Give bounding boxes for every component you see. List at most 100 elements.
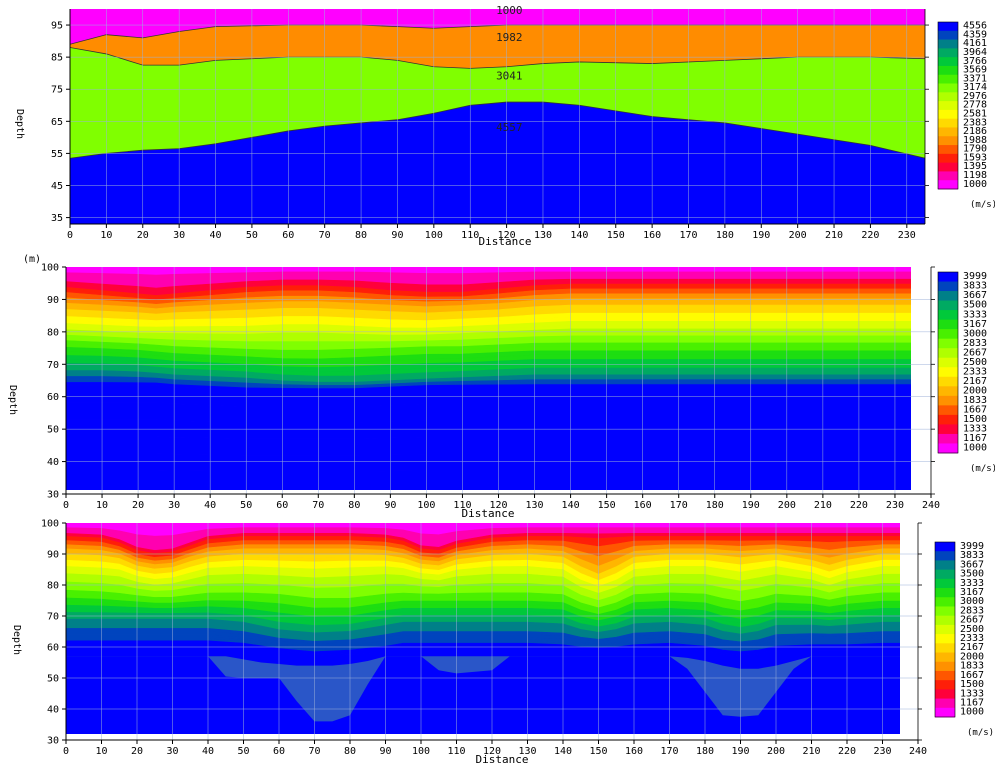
legend-label: 2333	[963, 366, 987, 377]
legend-label: 2833	[960, 605, 984, 616]
x-tick-label: 60	[273, 746, 285, 757]
x-tick-label: 150	[589, 746, 607, 757]
legend-label: 3833	[963, 281, 987, 292]
y-tick-label: 95	[51, 21, 63, 32]
legend-swatch	[938, 433, 958, 444]
legend-label: 2500	[963, 357, 987, 368]
legend-swatch	[938, 118, 958, 128]
panel-2-smooth-model: 0 10 20 30 40 50 60 70 80 90 100 110 120 130 140 150 160…	[7, 254, 995, 520]
legend-swatch	[938, 281, 958, 292]
legend-label: 2667	[963, 347, 987, 358]
legend-swatch	[938, 272, 958, 282]
x-tick-label: 0	[63, 746, 69, 757]
legend-swatch	[938, 357, 958, 368]
panel-3-xlabel: Distance	[476, 753, 529, 766]
legend-swatch	[935, 551, 955, 561]
legend-swatch	[938, 414, 958, 425]
panel-2-ylabel: Depth	[7, 385, 18, 415]
x-tick-label: 200	[767, 746, 785, 757]
x-tick-label: 0	[63, 500, 69, 511]
x-tick-label: 190	[731, 746, 749, 757]
x-tick-label: 150	[598, 500, 616, 511]
legend-swatch	[938, 101, 958, 111]
x-tick-label: 80	[344, 746, 356, 757]
legend-label: 3833	[960, 550, 984, 561]
legend-swatch	[938, 443, 958, 454]
legend-label: 1333	[963, 424, 987, 435]
x-tick-label: 190	[742, 500, 760, 511]
y-tick-label: 65	[51, 117, 63, 128]
legend-label: 1000	[963, 443, 987, 454]
legend-swatch	[938, 310, 958, 321]
x-tick-label: 10	[96, 500, 108, 511]
legend-swatch	[938, 329, 958, 340]
x-tick-label: 170	[670, 500, 688, 511]
y-tick-label: 100	[41, 519, 59, 530]
x-tick-label: 130	[526, 500, 544, 511]
legend-swatch	[935, 588, 955, 598]
layer-band	[70, 102, 925, 224]
legend-swatch	[938, 395, 958, 406]
legend-swatch	[938, 338, 958, 349]
y-tick-label: 70	[47, 612, 59, 623]
legend-units: (m/s)	[970, 200, 995, 210]
legend-units: (m/s)	[967, 728, 994, 738]
legend-swatch	[935, 661, 955, 672]
layer-label: 1000	[496, 4, 523, 17]
y-tick-label: 30	[47, 736, 59, 747]
velocity-band	[66, 402, 911, 423]
legend-swatch	[938, 348, 958, 359]
deep-zone-core	[66, 656, 900, 734]
y-tick-label: 40	[47, 705, 59, 716]
x-tick-label: 120	[489, 500, 507, 511]
legend-label: 3333	[960, 578, 984, 589]
y-tick-label: 50	[47, 674, 59, 685]
panel-2-legend: 3999383336673500333331673000283326672500…	[937, 271, 995, 474]
legend-label: 3174	[963, 82, 987, 93]
legend-label: 1198	[963, 170, 987, 181]
legend-swatch	[938, 319, 958, 330]
legend-swatch	[938, 39, 958, 49]
legend-frame	[937, 271, 959, 454]
legend-swatch	[938, 127, 958, 137]
x-tick-label: 50	[237, 746, 249, 757]
x-tick-label: 200	[778, 500, 796, 511]
legend-swatch	[938, 386, 958, 397]
x-tick-label: 30	[173, 230, 185, 241]
x-tick-label: 220	[850, 500, 868, 511]
y-tick-label: 60	[47, 392, 59, 403]
legend-swatch	[935, 698, 955, 709]
x-tick-label: 120	[498, 230, 516, 241]
legend-swatch	[935, 689, 955, 699]
panel-1-layered-model: 0 10 20 30 40 50 60 70 80 90 100 110 120 130 140 150 160…	[14, 4, 995, 248]
x-tick-label: 100	[417, 500, 435, 511]
legend-swatch	[935, 578, 955, 589]
panel-1-legend: 4556435941613964376635693371317429762778…	[937, 21, 995, 210]
x-tick-label: 110	[447, 746, 465, 757]
y-tick-label: 45	[51, 181, 63, 192]
legend-swatch	[938, 22, 958, 32]
x-tick-label: 30	[168, 500, 180, 511]
panel-1-grid	[70, 9, 925, 224]
legend-swatch	[935, 569, 955, 580]
legend-label: 3500	[963, 300, 987, 311]
x-tick-label: 100	[425, 230, 443, 241]
legend-swatch	[938, 92, 958, 102]
legend-label: 3999	[963, 271, 987, 282]
legend-label: 1167	[960, 697, 984, 708]
legend-label: 1593	[963, 152, 987, 163]
x-tick-label: 80	[355, 230, 367, 241]
x-tick-label: 40	[210, 230, 222, 241]
x-tick-label: 60	[282, 230, 294, 241]
legend-label: 1500	[963, 414, 987, 425]
legend-swatch	[938, 171, 958, 181]
legend-label: 1667	[963, 405, 987, 416]
legend-label: 1333	[960, 688, 984, 699]
legend-frame	[937, 21, 959, 190]
legend-swatch	[938, 30, 958, 40]
legend-label: 2186	[963, 126, 987, 137]
x-tick-label: 220	[861, 230, 879, 241]
legend-swatch	[938, 74, 958, 84]
x-tick-label: 120	[483, 746, 501, 757]
legend-swatch	[938, 300, 958, 311]
